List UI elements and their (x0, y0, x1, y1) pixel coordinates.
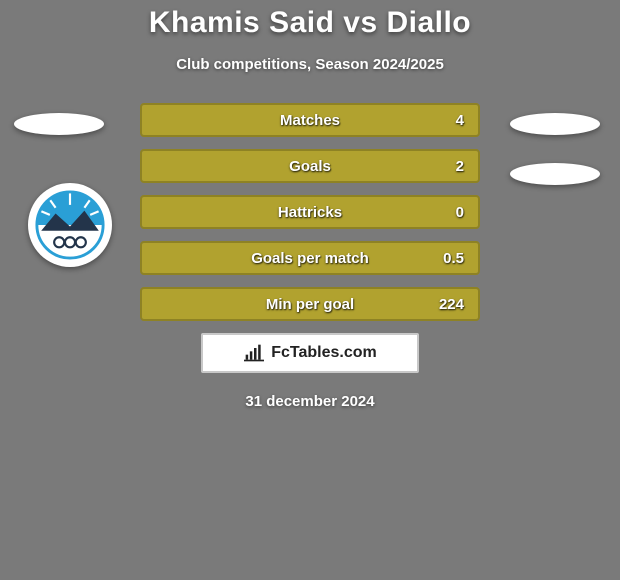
stats-area: Matches4Goals2Hattricks0Goals per match0… (0, 103, 620, 410)
stat-value-right: 224 (418, 296, 478, 313)
stat-row: Goals per match0.5 (140, 241, 480, 275)
stat-row: Hattricks0 (140, 195, 480, 229)
footer-date: 31 december 2024 (0, 393, 620, 410)
stat-label: Goals per match (202, 250, 418, 267)
stat-value-right: 4 (418, 112, 478, 129)
page-subtitle: Club competitions, Season 2024/2025 (0, 56, 620, 73)
stat-row: Min per goal224 (140, 287, 480, 321)
page-title: Khamis Said vs Diallo (0, 6, 620, 40)
stat-value-right: 2 (418, 158, 478, 175)
bar-chart-icon (243, 343, 265, 363)
stat-row: Goals2 (140, 149, 480, 183)
stat-label: Goals (202, 158, 418, 175)
stat-label: Hattricks (202, 204, 418, 221)
stat-value-right: 0.5 (418, 250, 478, 267)
content-root: Khamis Said vs Diallo Club competitions,… (0, 0, 620, 580)
stat-label: Matches (202, 112, 418, 129)
brand-text: FcTables.com (271, 344, 377, 362)
stat-label: Min per goal (202, 296, 418, 313)
stat-value-right: 0 (418, 204, 478, 221)
stat-row: Matches4 (140, 103, 480, 137)
stats-bars: Matches4Goals2Hattricks0Goals per match0… (0, 103, 620, 321)
brand-attribution[interactable]: FcTables.com (201, 333, 419, 373)
